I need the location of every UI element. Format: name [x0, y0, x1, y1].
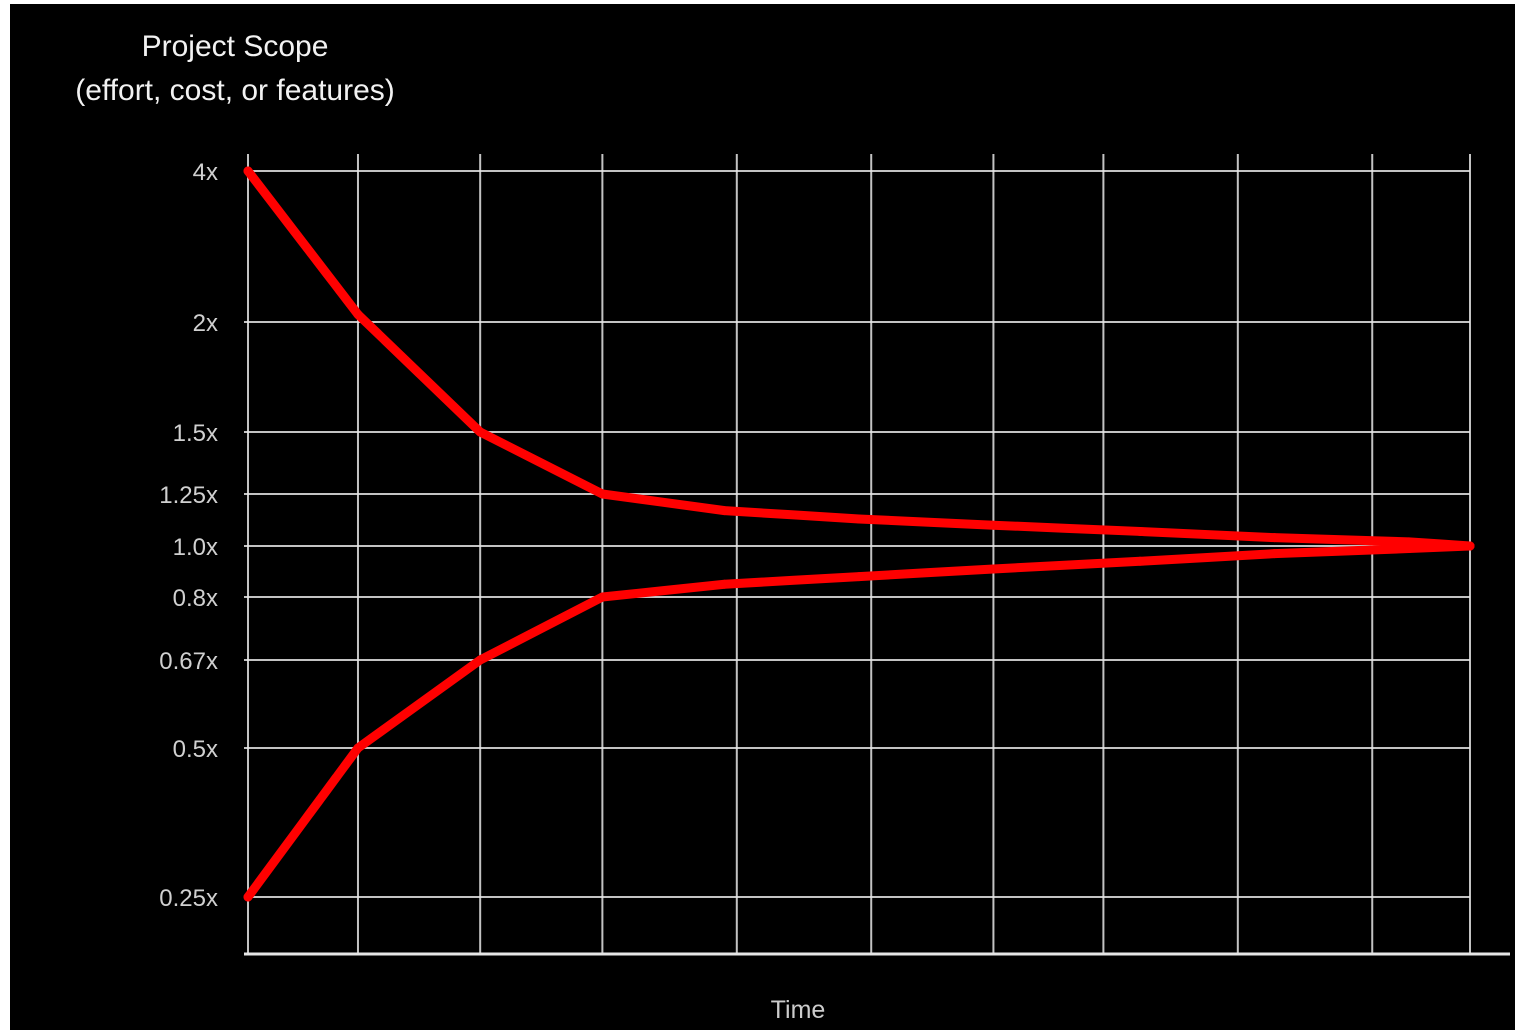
series-1-point-2: [475, 655, 485, 665]
y-tick-label-6: 0.67x: [159, 648, 218, 675]
series-1-point-10: [1465, 541, 1475, 551]
y-axis-title-line2: (effort, cost, or features): [75, 74, 395, 107]
series-0-point-1: [353, 309, 363, 319]
series-0-point-6: [988, 520, 998, 530]
series-0-point-0: [243, 166, 253, 176]
x-axis-title: Time: [770, 996, 826, 1024]
series-1-point-4: [720, 579, 730, 589]
series-line-1: [243, 541, 1475, 902]
y-tick-label-7: 0.5x: [173, 736, 218, 763]
series-1-point-5: [854, 572, 864, 582]
series-1-point-1: [353, 743, 363, 753]
series-1-point-0: [243, 892, 253, 902]
y-tick-label-5: 0.8x: [173, 585, 218, 612]
chart-plot: 4x 2x 1.5x 1.25x 1.0x 0.8x 0.67x 0.5x 0.25x: [159, 154, 1510, 956]
series-0-point-5: [854, 514, 864, 524]
series-1-point-9: [1404, 544, 1414, 554]
series-0-point-8: [1269, 533, 1279, 543]
y-tick-label-1: 2x: [193, 310, 218, 337]
y-tick-label-0: 4x: [193, 159, 218, 186]
series-0-point-3: [597, 489, 607, 499]
chart-frame: Project Scope (effort, cost, or features…: [10, 4, 1515, 1030]
y-tick-label-2: 1.5x: [173, 420, 218, 447]
series-1-point-3: [597, 592, 607, 602]
y-tick-label-4: 1.0x: [173, 534, 218, 561]
series-0-point-4: [720, 506, 730, 516]
y-axis-title-line1: Project Scope: [141, 30, 329, 63]
series-1-point-8: [1269, 549, 1279, 559]
series-1-point-6: [988, 564, 998, 574]
y-tick-label-3: 1.25x: [159, 482, 218, 509]
series-line-0: [243, 166, 1475, 551]
series-0-point-7: [1135, 526, 1145, 536]
series-1-point-7: [1135, 556, 1145, 566]
series-0-point-2: [475, 427, 485, 437]
y-tick-label-8: 0.25x: [159, 885, 218, 912]
